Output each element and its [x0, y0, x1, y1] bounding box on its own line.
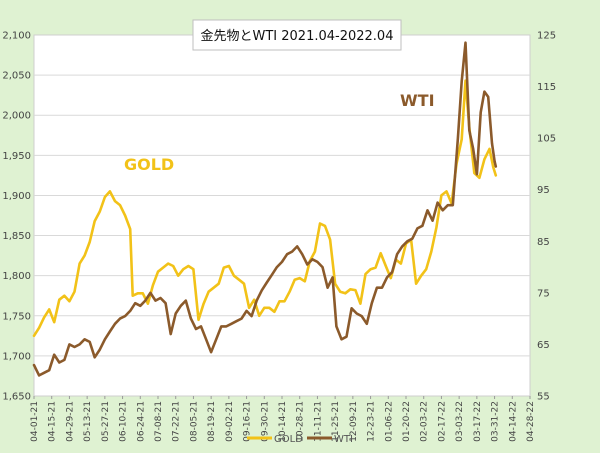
plot-area: [33, 34, 531, 397]
legend-label-gold: GOLD: [274, 434, 303, 445]
y-left-tick-label: 2,100: [2, 31, 31, 42]
x-tick-label: 06-24-21: [136, 401, 146, 442]
y-left-tick-label: 1,750: [2, 311, 31, 322]
x-tick-label: 01-06-22: [384, 401, 394, 442]
series-layer: [32, 41, 498, 377]
y-right-tick-label: 65: [537, 340, 550, 351]
x-tick-label: 04-15-21: [48, 401, 58, 442]
x-tick-label: 01-20-22: [402, 401, 412, 442]
axes: 1,650 1,700 1,750 1,800 1,850 1,900 1,950 2,000…: [2, 31, 556, 442]
x-tick-label: 06-10-21: [119, 401, 129, 442]
x-tick-label: 02-17-22: [437, 401, 447, 442]
y-left-tick-label: 1,650: [2, 392, 31, 403]
y-right-tick-label: 75: [537, 288, 550, 299]
y-left-tick-label: 1,850: [2, 231, 31, 242]
chart-title-box: [192, 19, 402, 51]
gridlines: [34, 74, 530, 357]
series-line-gold: [32, 79, 498, 338]
legend-label-wti: WTI: [334, 434, 353, 445]
x-tick-label: 04-01-21: [30, 401, 40, 442]
x-tick-label: 11-11-21: [313, 401, 323, 442]
y-left-tick-label: 1,700: [2, 351, 31, 362]
x-tick-label: 09-16-21: [243, 401, 253, 442]
x-tick-label: 05-27-21: [101, 401, 111, 442]
y-left-tick-label: 2,050: [2, 71, 31, 82]
x-tick-label: 08-19-21: [207, 401, 217, 442]
y-left-tick-label: 1,900: [2, 191, 31, 202]
x-tick-label: 03-03-22: [455, 401, 465, 442]
y-left-tick-label: 2,000: [2, 111, 31, 122]
x-tick-label: 02-03-22: [420, 401, 430, 442]
x-tick-label: 03-31-22: [491, 401, 501, 442]
y-right-tick-label: 55: [537, 392, 550, 403]
legend: GOLD WTI: [247, 434, 353, 445]
x-tick-label: 04-14-22: [508, 401, 518, 442]
x-tick-label: 08-05-21: [189, 401, 199, 442]
y-left-tick-label: 1,950: [2, 151, 31, 162]
chart-title: 金先物とWTI 2021.04-2022.04: [201, 28, 394, 44]
y-right-tick-label: 105: [537, 134, 556, 145]
x-tick-label: 05-13-21: [83, 401, 93, 442]
y-left-tick-label: 1,800: [2, 271, 31, 282]
x-tick-label: 12-23-21: [367, 401, 377, 442]
x-tick-label: 10-28-21: [296, 401, 306, 442]
y-right-tick-label: 95: [537, 185, 550, 196]
x-tick-label: 03-17-22: [473, 401, 483, 442]
x-tick-label: 11-25-21: [331, 401, 341, 442]
x-tick-label: 04-29-21: [65, 401, 75, 442]
series-line-wti: [32, 41, 498, 377]
wti-annotation: WTI: [400, 91, 435, 110]
x-tick-label: 09-30-21: [260, 401, 270, 442]
y-right-tick-label: 115: [537, 82, 556, 93]
x-tick-label: 07-08-21: [154, 401, 164, 442]
x-tick-label: 12-09-21: [349, 401, 359, 442]
y-right-tick-label: 125: [537, 31, 556, 42]
x-tick-label: 10-14-21: [278, 401, 288, 442]
y-right-tick-label: 85: [537, 237, 550, 248]
x-tick-label: 09-02-21: [225, 401, 235, 442]
gold-annotation: GOLD: [124, 155, 174, 174]
x-tick-label: 04-28-22: [526, 401, 536, 442]
x-tick-label: 07-22-21: [172, 401, 182, 442]
